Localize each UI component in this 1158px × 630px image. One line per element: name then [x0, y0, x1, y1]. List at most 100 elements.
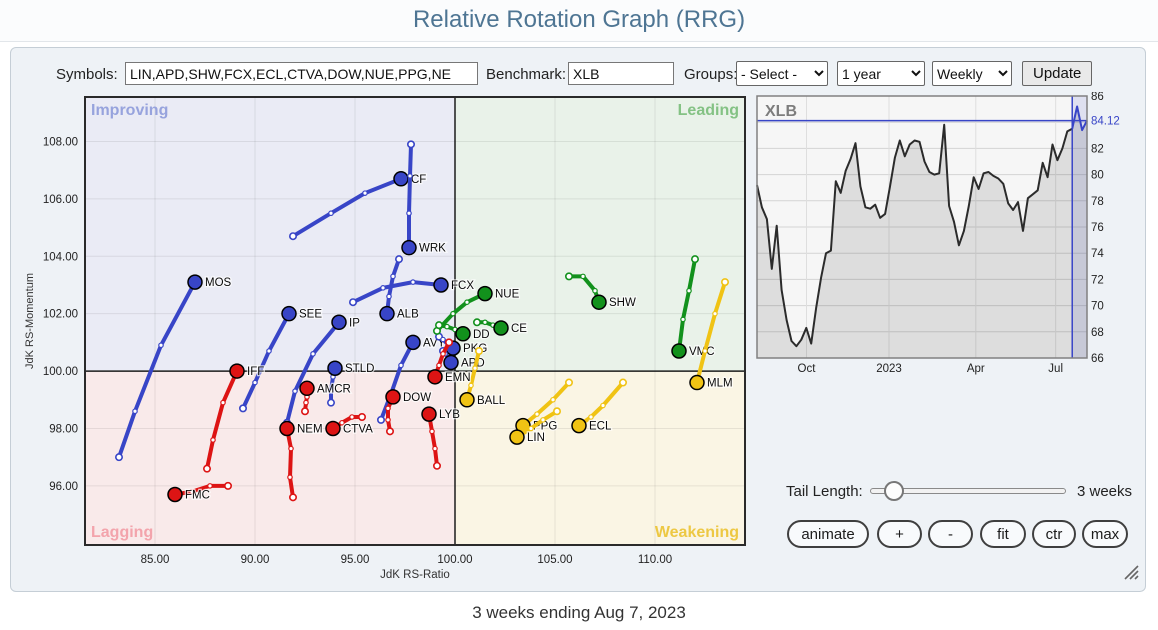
page-header: Relative Rotation Graph (RRG): [0, 0, 1158, 42]
rrg-symbol-WRK[interactable]: [401, 239, 417, 256]
rrg-symbol-label-APD: APD: [461, 357, 485, 369]
price-ytick: 80: [1091, 170, 1104, 182]
rrg-symbol-FMC[interactable]: [167, 486, 183, 503]
rrg-tail-point: [287, 474, 293, 481]
price-area: [757, 106, 1087, 358]
rrg-symbol-ECL[interactable]: [571, 417, 587, 434]
rrg-symbol-DD[interactable]: [455, 326, 471, 342]
rrg-symbol-CTVA[interactable]: [325, 420, 341, 437]
rrg-tail-point: [440, 336, 446, 343]
resize-handle-icon[interactable]: [1122, 563, 1140, 581]
rrg-symbol-ALB[interactable]: [379, 305, 395, 322]
period-select[interactable]: 1 year: [837, 61, 925, 86]
rrg-symbol-label-DOW: DOW: [403, 392, 431, 404]
rrg-tail-point: [357, 412, 366, 421]
fit-button[interactable]: fit: [980, 520, 1026, 548]
rrg-tail-point: [588, 414, 594, 420]
zoom-in-button[interactable]: +: [877, 520, 922, 548]
quadrant-weakening: [455, 371, 745, 545]
rrg-symbol-NEM[interactable]: [279, 420, 295, 437]
rrg-tail-point: [528, 425, 534, 432]
rrg-symbol-VMC[interactable]: [671, 343, 687, 359]
max-button[interactable]: max: [1082, 520, 1128, 548]
rrg-tail-SEE: [241, 311, 291, 411]
rrg-symbol-MLM[interactable]: [689, 374, 705, 391]
rrg-symbol-label-FCX: FCX: [451, 280, 474, 292]
rrg-symbol-EMN[interactable]: [427, 369, 443, 385]
rrg-symbol-BALL[interactable]: [459, 392, 475, 408]
rrg-symbol-APD[interactable]: [443, 354, 459, 371]
tail-length-slider-track[interactable]: [870, 488, 1066, 494]
rrg-tail-LYB: [427, 412, 439, 468]
rrg-symbol-FCX[interactable]: [433, 277, 449, 293]
price-ytick: 74: [1091, 248, 1104, 260]
benchmark-price-chart[interactable]: XLB 86 82 80 78 76 74 72 70 68 66 84.12 Oct 2023 Apr Ju…: [752, 92, 1148, 377]
rrg-tail-IP: [285, 320, 341, 425]
price-ytick: 70: [1091, 301, 1104, 313]
rrg-symbol-SHW[interactable]: [591, 294, 607, 310]
frequency-select[interactable]: Weekly: [932, 61, 1012, 86]
rrg-tail-point: [690, 255, 699, 264]
rrg-tail-VMC: [677, 257, 697, 353]
rrg-xtick: 110.00: [638, 554, 672, 566]
rrg-symbol-label-MOS: MOS: [205, 277, 232, 289]
rrg-ytick: 96.00: [49, 481, 78, 493]
rrg-yaxis-title: JdK RS-Momentum: [24, 273, 36, 369]
rrg-symbol-DOW[interactable]: [385, 389, 401, 405]
rrg-symbol-IFF[interactable]: [229, 363, 245, 379]
tail-length-slider-thumb[interactable]: [883, 481, 904, 501]
rrg-tail-point: [406, 210, 412, 217]
price-xtick: Jul: [1048, 363, 1063, 375]
symbols-input[interactable]: [125, 62, 478, 85]
rrg-tail-point: [464, 299, 470, 306]
rrg-tail-point: [472, 318, 481, 327]
rrg-ytick: 98.00: [49, 423, 78, 435]
rrg-tail-point: [680, 316, 686, 323]
rrg-chart[interactable]: Improving Leading Lagging Weakening CF WRK ALB…: [20, 90, 760, 590]
benchmark-input[interactable]: [568, 62, 674, 85]
rrg-tail-point: [686, 287, 692, 294]
rrg-tail-point: [386, 293, 392, 300]
rrg-tail-point: [552, 407, 561, 416]
rrg-tail-point: [444, 323, 450, 330]
rrg-tail-point: [288, 493, 297, 502]
rrg-tail-point: [550, 396, 556, 403]
rrg-xaxis-title: JdK RS-Ratio: [380, 569, 450, 581]
rrg-symbol-MOS[interactable]: [187, 274, 203, 290]
rrg-symbol-label-LYB: LYB: [439, 409, 460, 421]
rrg-symbol-LIN[interactable]: [509, 429, 525, 445]
rrg-tail-point: [600, 402, 606, 409]
rrg-ytick: 106.00: [43, 194, 78, 206]
rrg-symbol-CE[interactable]: [493, 320, 509, 336]
benchmark-label: Benchmark:: [486, 66, 567, 83]
rrg-symbol-LYB[interactable]: [421, 406, 437, 422]
rrg-symbol-CF[interactable]: [393, 171, 409, 187]
rrg-symbol-label-SHW: SHW: [609, 297, 636, 309]
rrg-symbol-label-NUE: NUE: [495, 289, 520, 301]
rrg-symbol-label-CE: CE: [511, 323, 527, 335]
rrg-ytick: 104.00: [43, 251, 78, 263]
rrg-symbol-IP[interactable]: [331, 314, 347, 331]
status-text: 3 weeks ending Aug 7, 2023: [472, 603, 686, 622]
rrg-symbol-AMCR[interactable]: [299, 380, 315, 397]
rrg-symbol-STLD[interactable]: [327, 360, 343, 376]
animate-button[interactable]: animate: [787, 520, 869, 548]
rrg-tail-point: [288, 445, 294, 452]
rrg-tail-point: [429, 428, 435, 435]
rrg-tail-point: [300, 407, 309, 416]
price-line: [756, 123, 1073, 348]
rrg-symbol-SEE[interactable]: [281, 305, 297, 322]
rrg-tail-point: [303, 399, 309, 406]
update-button[interactable]: Update: [1022, 61, 1093, 86]
groups-select[interactable]: - Select -: [736, 61, 828, 86]
rrg-symbol-NUE[interactable]: [477, 285, 493, 302]
zoom-out-button[interactable]: -: [928, 520, 973, 548]
rrg-tail-point: [385, 405, 391, 412]
center-button[interactable]: ctr: [1032, 520, 1076, 548]
price-ytick: 66: [1091, 353, 1104, 365]
rrg-symbol-label-LIN: LIN: [527, 432, 545, 444]
rrg-symbol-label-AMCR: AMCR: [317, 383, 351, 395]
rrg-symbol-AVY[interactable]: [405, 334, 421, 351]
rrg-tail-point: [394, 255, 403, 264]
rrg-tail-point: [220, 399, 226, 406]
